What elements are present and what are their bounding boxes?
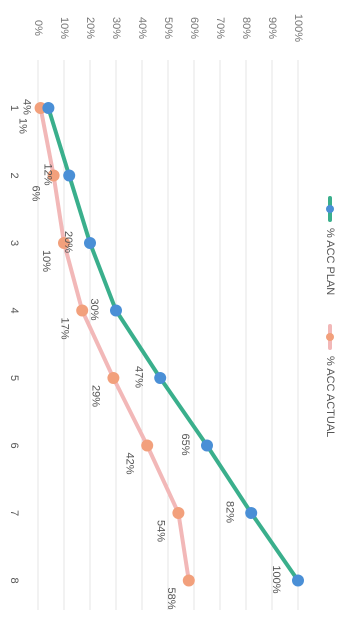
data-label: 65% <box>179 433 191 455</box>
data-point <box>76 304 89 317</box>
y-tick-label: 40% <box>136 17 148 39</box>
data-point <box>110 304 122 317</box>
data-label: 54% <box>154 520 166 542</box>
y-tick-label: 70% <box>214 17 226 39</box>
data-label: 20% <box>62 231 74 253</box>
data-label: 82% <box>223 501 235 523</box>
x-tick-label: 1 <box>8 105 20 111</box>
data-label: 12% <box>41 163 53 185</box>
data-point <box>292 574 304 587</box>
data-point <box>154 372 167 384</box>
series-line <box>46 106 300 583</box>
data-point <box>107 372 120 384</box>
data-label: 6% <box>30 186 42 202</box>
data-label: 47% <box>132 366 144 388</box>
data-point <box>42 102 55 114</box>
data-point <box>84 237 96 249</box>
x-tick-label: 7 <box>8 510 20 516</box>
data-label: 4% <box>20 99 32 115</box>
legend-item: % ACC ACTUAL <box>324 324 336 437</box>
y-tick-label: 0% <box>32 20 44 36</box>
y-tick-label: 100% <box>292 14 304 42</box>
data-label: 1% <box>17 118 29 134</box>
y-tick-label: 60% <box>188 17 200 39</box>
x-tick-label: 5 <box>8 375 20 381</box>
legend-marker <box>326 205 334 213</box>
data-point <box>47 169 60 182</box>
y-tick-label: 20% <box>84 17 96 39</box>
x-axis-tick-labels: 1 2 3 4 5 6 7 8 <box>8 105 20 584</box>
legend-label: % ACC ACTUAL <box>324 356 336 437</box>
series-line <box>38 106 191 583</box>
data-point <box>182 574 195 587</box>
y-tick-label: 30% <box>110 17 122 39</box>
y-tick-label: 90% <box>266 17 278 39</box>
data-point <box>141 439 154 452</box>
data-label: 29% <box>89 385 101 407</box>
series-1: 1% 6% 10% 17% 29% 42% 54% 58% <box>17 102 195 610</box>
x-tick-label: 8 <box>8 577 20 583</box>
series-0: 4% 12% 20% 30% 47% 65% 82% 100% <box>20 99 304 594</box>
y-tick-label: 10% <box>58 17 70 39</box>
data-label: 30% <box>88 298 100 320</box>
y-axis-tick-labels: 0% 10% 20% 30% 40% 50% 60% 70% 80% 90% 100% <box>32 14 304 42</box>
legend-item: % ACC PLAN <box>324 196 336 295</box>
data-label: 17% <box>58 317 70 339</box>
x-tick-label: 6 <box>8 442 20 448</box>
y-tick-label: 80% <box>240 17 252 39</box>
data-point <box>63 169 76 182</box>
legend: % ACC PLAN % ACC ACTUAL <box>324 196 336 437</box>
x-tick-label: 3 <box>8 240 20 246</box>
data-point <box>58 237 70 249</box>
data-point <box>201 439 213 452</box>
data-label: 100% <box>270 565 282 593</box>
y-tick-label: 50% <box>162 17 174 39</box>
data-label: 42% <box>123 452 135 474</box>
legend-marker <box>326 333 334 341</box>
data-label: 58% <box>165 587 177 609</box>
x-tick-label: 2 <box>8 172 20 178</box>
series-layer: 1% 6% 10% 17% 29% 42% 54% 58% 4% 12% 20% 30% 47% 65% 8… <box>17 99 304 610</box>
data-point <box>172 507 185 519</box>
x-tick-label: 4 <box>8 307 20 313</box>
gridlines <box>37 60 299 610</box>
data-point <box>245 507 258 519</box>
data-label: 10% <box>40 250 52 272</box>
legend-label: % ACC PLAN <box>324 228 336 295</box>
